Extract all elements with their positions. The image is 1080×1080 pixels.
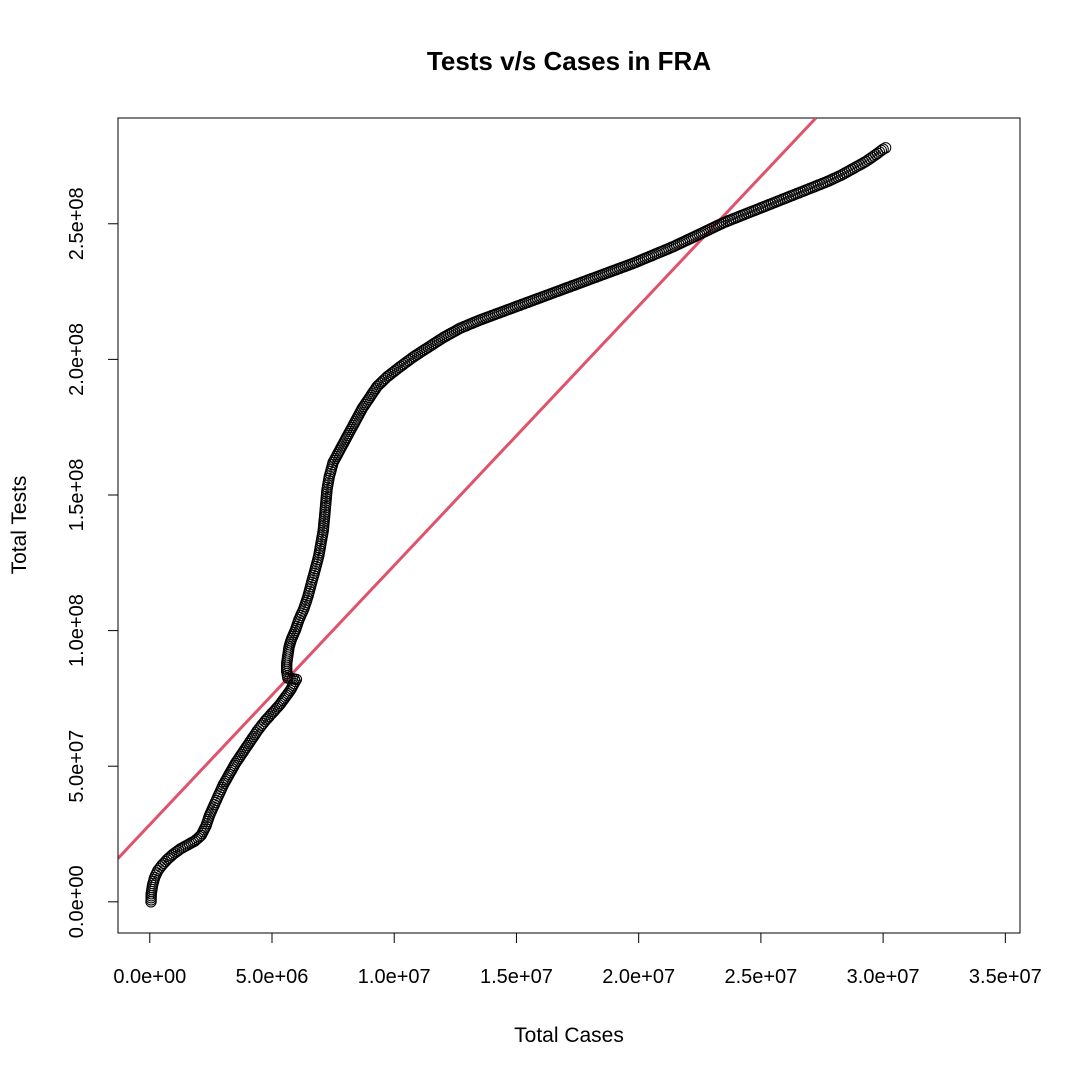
x-tick-label: 0.0e+00 bbox=[113, 966, 186, 988]
x-tick-label: 1.5e+07 bbox=[480, 966, 553, 988]
x-tick-label: 2.5e+07 bbox=[724, 966, 797, 988]
chart-title: Tests v/s Cases in FRA bbox=[427, 46, 711, 76]
x-axis: 0.0e+00 5.0e+06 1.0e+07 1.5e+07 2.0e+07 2.5e+… bbox=[113, 932, 1042, 988]
y-tick-label: 1.5e+08 bbox=[66, 459, 88, 532]
y-tick-label: 2.0e+08 bbox=[66, 323, 88, 396]
trend-line-layer bbox=[118, 118, 817, 860]
data-point bbox=[159, 855, 172, 868]
x-tick-label: 3.5e+07 bbox=[969, 966, 1042, 988]
data-point bbox=[873, 146, 886, 158]
x-tick-label: 5.0e+06 bbox=[236, 966, 309, 988]
x-tick-label: 1.0e+07 bbox=[358, 966, 431, 988]
x-tick-label: 2.0e+07 bbox=[602, 966, 675, 988]
y-tick-label: 5.0e+07 bbox=[66, 730, 88, 803]
data-point bbox=[251, 725, 263, 737]
y-axis-label: Total Tests bbox=[8, 476, 31, 575]
data-point bbox=[250, 727, 262, 739]
data-point bbox=[862, 154, 874, 166]
x-tick-label: 3.0e+07 bbox=[847, 966, 920, 988]
data-point bbox=[868, 150, 880, 162]
data-point bbox=[860, 155, 872, 168]
data-point bbox=[879, 142, 892, 154]
points-layer bbox=[145, 142, 892, 908]
y-tick-label: 1.0e+08 bbox=[66, 594, 88, 667]
y-axis: 0.0e+00 5.0e+07 1.0e+08 1.5e+08 2.0e+08 2.5e+… bbox=[66, 187, 119, 938]
plot-area bbox=[117, 117, 1021, 934]
trend-line bbox=[118, 118, 817, 860]
data-point bbox=[864, 153, 876, 165]
y-tick-label: 0.0e+00 bbox=[66, 865, 88, 938]
data-point bbox=[249, 728, 261, 741]
x-axis-label: Total Cases bbox=[514, 1024, 624, 1047]
data-point bbox=[877, 143, 889, 155]
data-point bbox=[866, 151, 878, 164]
y-tick-label: 2.5e+08 bbox=[66, 187, 88, 260]
